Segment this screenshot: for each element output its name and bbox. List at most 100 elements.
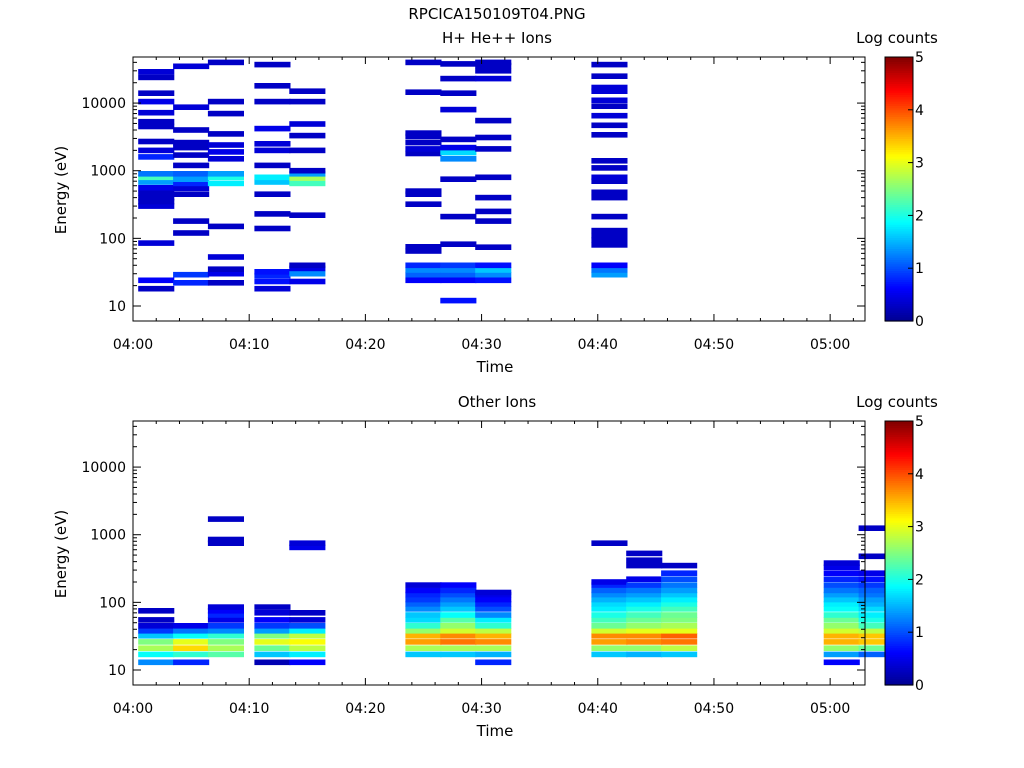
heatmap-cell [440, 297, 477, 304]
colorbar-segment [885, 643, 913, 646]
colorbar-segment [885, 85, 913, 89]
heatmap-cell [591, 97, 628, 104]
heatmap-cell [254, 269, 291, 275]
heatmap-cell [440, 61, 477, 67]
heatmap-cell [405, 244, 442, 250]
x-axis-label: Time [476, 358, 514, 376]
heatmap-cell [475, 244, 512, 250]
heatmap-cell [591, 633, 628, 639]
colorbar-segment [885, 74, 913, 78]
colorbar-segment [885, 588, 913, 591]
x-tick-label: 04:10 [229, 337, 269, 353]
heatmap-cell [591, 540, 628, 546]
heatmap-cell [173, 271, 210, 278]
heatmap-cell [858, 570, 895, 576]
heatmap-cell [405, 262, 442, 269]
heatmap-cell [591, 651, 628, 658]
heatmap-cell [823, 606, 860, 612]
colorbar-segment [885, 281, 913, 285]
x-tick-label: 04:00 [113, 337, 153, 353]
heatmap-cell [591, 591, 628, 598]
colorbar-segment [885, 149, 913, 153]
heatmap-cell [591, 242, 628, 248]
colorbar-segment [885, 674, 913, 677]
heatmap-cell [626, 601, 663, 607]
y-tick-label: 10 [108, 663, 126, 679]
y-tick-label: 1000 [90, 528, 126, 544]
colorbar-segment [885, 513, 913, 517]
heatmap-cell [661, 633, 698, 639]
heatmap-cell [440, 601, 477, 607]
y-tick-label: 10000 [81, 96, 126, 112]
heatmap-cell [138, 645, 175, 651]
heatmap-cell [254, 98, 291, 105]
colorbar-segment [885, 619, 913, 622]
colorbar-segment [885, 493, 913, 497]
heatmap-cell [626, 623, 663, 629]
heatmap-cell [823, 601, 860, 607]
heatmap-cell [858, 606, 895, 612]
colorbar-segment [885, 206, 913, 210]
heatmap-cell [475, 146, 512, 152]
colorbar-segment [885, 180, 913, 183]
heatmap-cell [254, 272, 291, 279]
colorbar-segment [885, 469, 913, 473]
colorbar-segment [885, 465, 913, 468]
colorbar-tick-label: 4 [915, 103, 924, 119]
colorbar-segment [885, 233, 913, 236]
heatmap-cell [138, 171, 175, 177]
colorbar-segment [885, 123, 913, 126]
heatmap-cell [405, 633, 442, 639]
heatmap-cell [173, 144, 210, 151]
colorbar-segment [885, 193, 913, 197]
heatmap-cell [626, 633, 663, 639]
colorbar-segment [885, 208, 913, 212]
heatmap-cell [591, 189, 628, 196]
heatmap-cell [591, 227, 628, 234]
heatmap-cell [823, 651, 860, 658]
heatmap-cell [289, 98, 326, 105]
heatmap-cell [858, 633, 895, 639]
colorbar-segment [885, 90, 913, 93]
heatmap-cell [440, 612, 477, 618]
heatmap-cell [661, 606, 698, 612]
colorbar-segment [885, 114, 913, 117]
heatmap-cell [254, 623, 291, 629]
heatmap-cell [207, 623, 244, 629]
heatmap-cell [254, 141, 291, 147]
colorbar-segment [885, 153, 913, 157]
colorbar-segment [885, 186, 913, 190]
colorbar-segment [885, 140, 913, 144]
heatmap-cell [591, 582, 628, 588]
heatmap-cell [207, 131, 244, 137]
colorbar-segment [885, 131, 913, 135]
heatmap-cell [591, 232, 628, 239]
heatmap-cell [823, 582, 860, 588]
heatmap-cell [858, 651, 895, 658]
colorbar-segment [885, 634, 913, 638]
colorbar-segment [885, 605, 913, 609]
colorbar-segment [885, 440, 913, 444]
heatmap-cell [207, 266, 244, 272]
heatmap-cell [405, 139, 442, 146]
heatmap-cell [173, 185, 210, 192]
colorbar-segment [885, 200, 913, 203]
colorbar-segment [885, 213, 913, 216]
heatmap-cells [138, 516, 895, 666]
heatmap-cell [475, 271, 512, 278]
colorbar-segment [885, 103, 913, 106]
heatmap-cell [591, 601, 628, 607]
colorbar-segment [885, 586, 913, 589]
heatmap-cell [173, 152, 210, 158]
heatmap-cell [289, 171, 326, 177]
heatmap-cell [138, 194, 175, 201]
colorbar-segment [885, 318, 913, 322]
heatmap-cell [289, 278, 326, 285]
heatmap-cell [823, 628, 860, 634]
heatmap-cell [858, 601, 895, 607]
heatmap-cell [626, 596, 663, 603]
colorbar-segment [885, 255, 913, 258]
heatmap-cell [661, 596, 698, 603]
heatmap-cell [440, 106, 477, 113]
colorbar-segment [885, 553, 913, 556]
